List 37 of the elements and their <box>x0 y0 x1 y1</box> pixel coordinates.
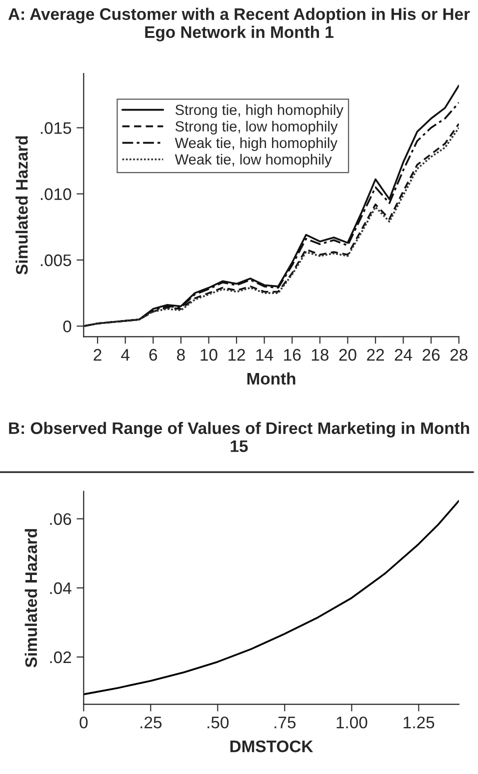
y-tick-label: .015 <box>40 122 72 134</box>
x-tick-label: 2 <box>94 348 102 361</box>
x-tick-label: 24 <box>394 348 412 361</box>
x-tick-label: 14 <box>256 349 274 361</box>
y-tick-label: .010 <box>40 188 72 200</box>
y-tick-label: 0 <box>63 320 72 332</box>
x-tick-label: 18 <box>312 348 328 361</box>
y-axis-title: Simulated Hazard <box>24 529 38 668</box>
x-tick-label: 22 <box>367 348 384 361</box>
x-axis-title: Month <box>247 372 296 385</box>
chart-title: A: Average Customer with a Recent Adoption in His or Her Ego Network in Month 1 <box>8 8 470 42</box>
chart-title: B: Observed Range of Values of Direct Marketing in Month 15 <box>9 422 470 452</box>
y-tick-label: .02 <box>50 651 72 664</box>
x-tick-label: 12 <box>228 348 245 361</box>
y-axis-title: Simulated Hazard <box>16 136 28 275</box>
legend-label: Strong tie, low homophily <box>175 120 338 134</box>
x-axis-title: DMSTOCK <box>230 740 314 752</box>
x-tick-label: .25 <box>140 716 162 728</box>
x-tick-label: 1.00 <box>336 716 368 728</box>
legend-label: Weak tie, high homophily <box>174 137 338 151</box>
y-tick-label: .04 <box>50 582 72 594</box>
x-tick-label: 1.25 <box>404 716 434 728</box>
x-tick-label: 6 <box>149 348 158 361</box>
x-tick-label: 0 <box>80 716 88 728</box>
y-tick-label: .005 <box>40 254 72 266</box>
x-tick-label: 28 <box>450 348 468 361</box>
legend-label: Strong tie, high homophily <box>175 104 344 118</box>
x-tick-label: 8 <box>177 348 185 361</box>
x-tick-label: .75 <box>274 716 296 728</box>
x-tick-label: 26 <box>422 348 440 361</box>
x-tick-label: 16 <box>284 348 301 361</box>
x-tick-label: 10 <box>200 348 218 361</box>
x-tick-label: 4 <box>121 349 130 361</box>
legend-label: Weak tie, low homophily <box>174 154 332 168</box>
x-tick-label: .50 <box>208 716 229 728</box>
y-tick-label: .06 <box>50 513 72 525</box>
x-tick-label: 20 <box>339 348 356 361</box>
